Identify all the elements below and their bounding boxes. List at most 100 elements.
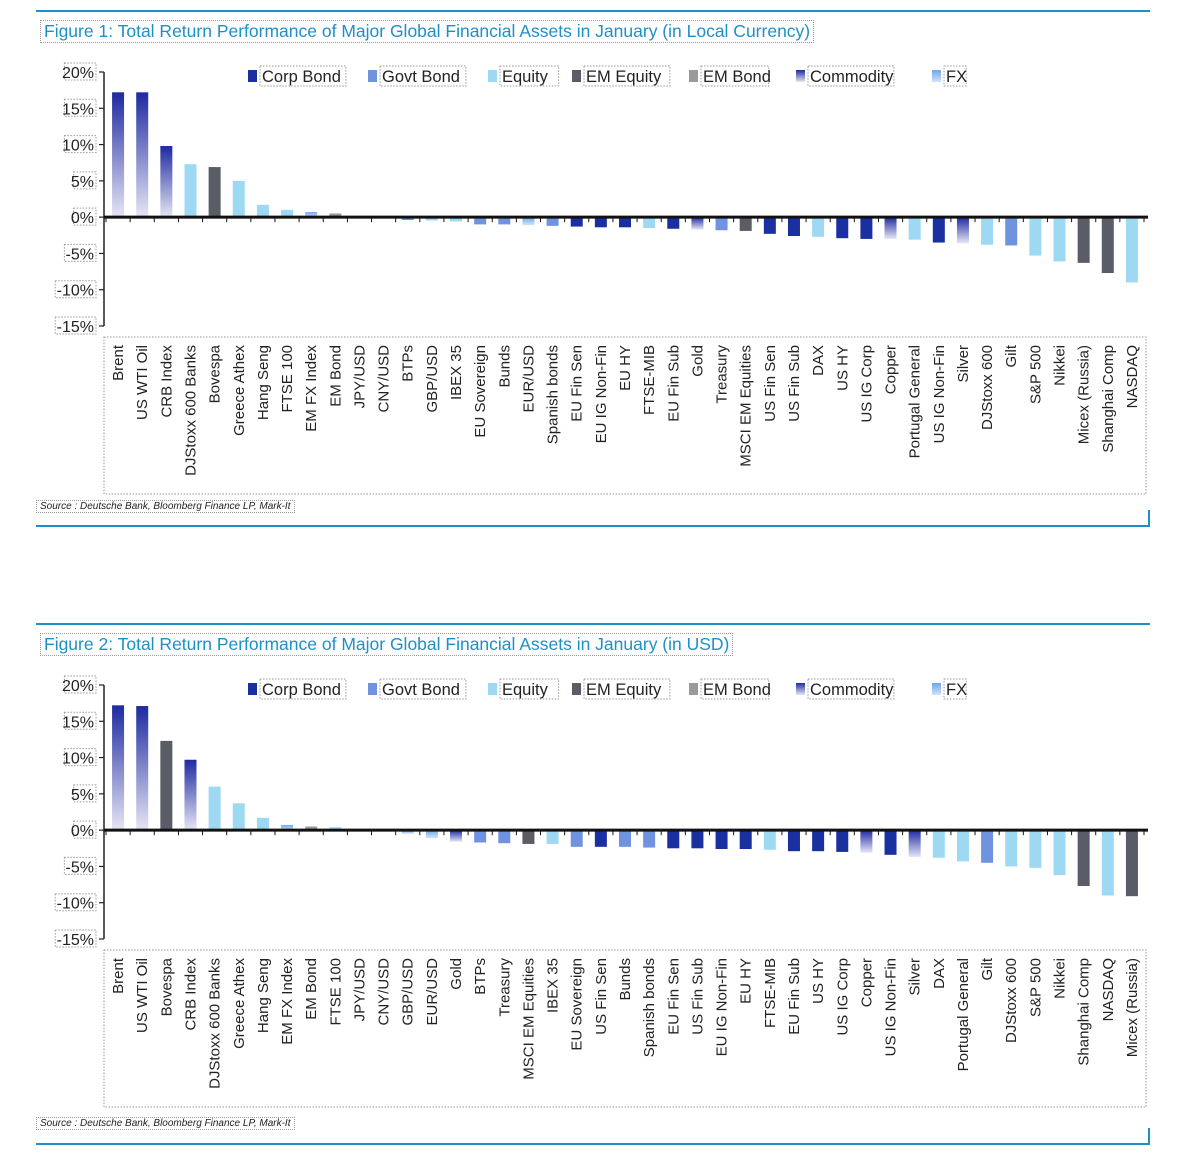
figure-2-source: Source : Deutsche Bank, Bloomberg Financ… bbox=[36, 1117, 295, 1130]
figure-1-bottom-rule bbox=[36, 525, 1150, 527]
category-label-ibex-35: IBEX 35 bbox=[448, 345, 465, 400]
bar-ftse-mib bbox=[643, 217, 656, 229]
figure-2-top-rule bbox=[36, 623, 1150, 625]
category-label-treasury: Treasury bbox=[714, 345, 731, 404]
category-label-bovespa: Bovespa bbox=[207, 344, 224, 403]
legend-label-box bbox=[379, 65, 467, 87]
category-label-eu-hy: EU HY bbox=[617, 345, 634, 391]
y-tick-label: -10% bbox=[57, 283, 94, 300]
bar-us-hy bbox=[812, 830, 825, 852]
category-label-em-bond: EM Bond bbox=[327, 345, 344, 407]
category-label-crb-index: CRB Index bbox=[158, 345, 175, 418]
legend-item-commodity: Commodity bbox=[796, 678, 895, 700]
category-label-em-bond: EM Bond bbox=[303, 958, 320, 1020]
bar-us-ig-non-fin bbox=[932, 217, 945, 243]
bar-brent bbox=[112, 92, 125, 218]
bar-portugal-general bbox=[908, 217, 921, 240]
bar-copper bbox=[884, 217, 897, 239]
legend-swatch-corp bbox=[248, 683, 257, 695]
category-label-us-ig-non-fin: US IG Non-Fin bbox=[883, 958, 900, 1056]
category-label-cny-usd: CNY/USD bbox=[376, 958, 393, 1026]
bar-s-p-500 bbox=[1029, 217, 1042, 256]
category-label-gilt: Gilt bbox=[1003, 344, 1020, 367]
y-tick-label: -15% bbox=[57, 932, 94, 949]
category-label-box bbox=[103, 949, 1147, 1108]
bar-bunds bbox=[619, 830, 631, 847]
legend-item-fx: FX bbox=[932, 678, 967, 700]
category-label-brent: Brent bbox=[110, 957, 127, 994]
y-tick-label-box bbox=[63, 135, 97, 154]
figure-1-source: Source : Deutsche Bank, Bloomberg Financ… bbox=[36, 500, 295, 513]
y-tick-label: -15% bbox=[57, 319, 94, 336]
category-label-em-fx-index: EM FX Index bbox=[303, 345, 320, 432]
legend-item-emeq: EM Equity bbox=[572, 65, 671, 87]
bar-greece-athex bbox=[232, 180, 245, 218]
category-label-dax: DAX bbox=[810, 345, 827, 376]
bar-treasury bbox=[498, 830, 511, 844]
legend-item-embond: EM Bond bbox=[689, 65, 771, 87]
bar-eu-ig-non-fin bbox=[594, 217, 607, 228]
bar-eu-fin-sen bbox=[667, 830, 680, 849]
category-label-ftse-mib: FTSE-MIB bbox=[762, 958, 779, 1028]
y-tick-label-box bbox=[54, 929, 97, 948]
category-label-us-wti-oil: US WTI Oil bbox=[134, 958, 151, 1033]
category-label-copper: Copper bbox=[883, 345, 900, 394]
bar-eur-usd bbox=[425, 830, 438, 839]
bar-dax bbox=[932, 830, 945, 858]
bar-us-ig-corp bbox=[860, 217, 873, 239]
y-tick-label-box bbox=[54, 893, 97, 912]
figure-2-panel: Figure 2: Total Return Performance of Ma… bbox=[36, 623, 1150, 1145]
category-label-msci-em-equities: MSCI EM Equities bbox=[520, 958, 537, 1080]
category-label-us-fin-sub: US Fin Sub bbox=[689, 958, 706, 1035]
category-label-greece-athex: Greece Athex bbox=[231, 958, 248, 1049]
figure-1-title: Figure 1: Total Return Performance of Ma… bbox=[40, 20, 815, 43]
legend-item-corp: Corp Bond bbox=[248, 678, 347, 700]
category-label-bovespa: Bovespa bbox=[158, 957, 175, 1016]
legend-label-commodity: Commodity bbox=[810, 68, 894, 86]
bar-spanish-bonds bbox=[546, 217, 559, 226]
bar-crb-index bbox=[184, 759, 197, 831]
figure-1-panel: Figure 1: Total Return Performance of Ma… bbox=[36, 10, 1150, 527]
legend-swatch-govt bbox=[368, 683, 377, 695]
bar-ibex-35 bbox=[450, 217, 463, 222]
category-label-ftse-mib: FTSE-MIB bbox=[641, 345, 658, 415]
category-label-btps: BTPs bbox=[472, 958, 489, 995]
y-tick-label: 5% bbox=[71, 174, 94, 191]
bar-hang-seng bbox=[256, 817, 269, 831]
category-label-box bbox=[103, 336, 1147, 495]
bar-eu-fin-sub bbox=[667, 217, 680, 229]
bar-nikkei bbox=[1053, 217, 1066, 262]
legend-label-box bbox=[700, 678, 770, 700]
bar-gold bbox=[450, 830, 463, 842]
bar-btps bbox=[474, 830, 487, 843]
category-label-silver: Silver bbox=[955, 345, 972, 383]
bar-msci-em-equities bbox=[522, 830, 535, 844]
legend-item-equity: Equity bbox=[488, 678, 560, 700]
bar-us-fin-sen bbox=[594, 830, 607, 847]
legend-label-corp: Corp Bond bbox=[262, 68, 341, 86]
legend-item-emeq: EM Equity bbox=[572, 678, 671, 700]
legend-label-commodity: Commodity bbox=[810, 681, 894, 699]
legend-swatch-commodity bbox=[796, 683, 805, 695]
bar-ftse-100 bbox=[281, 209, 294, 218]
bar-ibex-35 bbox=[546, 830, 559, 844]
category-label-us-ig-corp: US IG Corp bbox=[858, 345, 875, 423]
y-tick-label: 0% bbox=[71, 210, 94, 227]
legend-label-box bbox=[259, 65, 347, 87]
legend-item-commodity: Commodity bbox=[796, 65, 895, 87]
y-tick-label-box bbox=[63, 675, 97, 694]
category-label-us-ig-non-fin: US IG Non-Fin bbox=[931, 345, 948, 443]
legend-swatch-fx bbox=[932, 683, 941, 695]
bar-gilt bbox=[981, 830, 994, 863]
category-label-portugal-general: Portugal General bbox=[955, 958, 972, 1071]
category-label-eu-fin-sen: EU Fin Sen bbox=[665, 958, 682, 1035]
y-tick-label-box bbox=[63, 711, 97, 730]
legend-label-corp: Corp Bond bbox=[262, 681, 341, 699]
y-tick-label-box bbox=[73, 820, 97, 839]
y-tick-label-box bbox=[73, 784, 97, 803]
category-label-s-p-500: S&P 500 bbox=[1027, 345, 1044, 404]
bar-eu-hy bbox=[739, 830, 752, 850]
category-label-eur-usd: EUR/USD bbox=[424, 958, 441, 1026]
legend-label-box bbox=[583, 678, 671, 700]
category-label-hang-seng: Hang Seng bbox=[255, 345, 272, 420]
